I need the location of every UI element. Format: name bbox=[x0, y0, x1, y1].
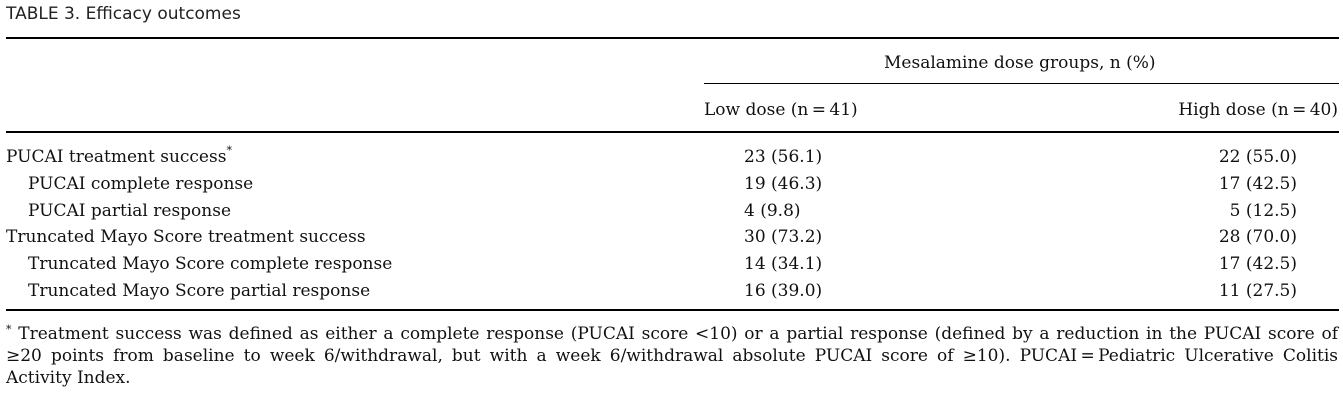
footnote-text: Treatment success was defined as either … bbox=[6, 324, 1338, 388]
table-row: PUCAI treatment success* 23 (56.1) 22 (5… bbox=[0, 144, 1343, 173]
cell-high-dose: 17 (42.5) bbox=[1218, 254, 1297, 274]
cell-low-dose: 4 (9.8) bbox=[744, 201, 801, 221]
table-row: Truncated Mayo Score partial response 16… bbox=[0, 281, 1343, 307]
row-label: Truncated Mayo Score partial response bbox=[28, 281, 371, 301]
footnote-marker: * bbox=[226, 144, 232, 157]
row-label: PUCAI treatment success* bbox=[6, 144, 232, 167]
row-label: Truncated Mayo Score complete response bbox=[28, 254, 393, 274]
cell-low-dose: 16 (39.0) bbox=[744, 281, 823, 301]
cell-high-dose: 11 (27.5) bbox=[1218, 281, 1297, 301]
table-row: Truncated Mayo Score complete response 1… bbox=[0, 254, 1343, 280]
cell-high-dose: 22 (55.0) bbox=[1218, 147, 1297, 167]
column-header-low-dose: Low dose (n = 41) bbox=[704, 100, 858, 120]
row-label: Truncated Mayo Score treatment success bbox=[6, 227, 366, 247]
table-caption: TABLE 3. Efficacy outcomes bbox=[6, 4, 241, 24]
table-bottom-rule bbox=[6, 309, 1339, 311]
footnote-marker: * bbox=[6, 323, 12, 336]
cell-low-dose: 14 (34.1) bbox=[744, 254, 823, 274]
column-header-high-dose: High dose (n = 40) bbox=[1178, 100, 1338, 120]
table-row: PUCAI complete response 19 (46.3) 17 (42… bbox=[0, 174, 1343, 200]
row-label: PUCAI complete response bbox=[28, 174, 254, 194]
row-label: PUCAI partial response bbox=[28, 201, 232, 221]
cell-low-dose: 30 (73.2) bbox=[744, 227, 823, 247]
table-row: Truncated Mayo Score treatment success 3… bbox=[0, 227, 1343, 253]
cell-high-dose: 17 (42.5) bbox=[1218, 174, 1297, 194]
table-row: PUCAI partial response 4 (9.8) 5 (12.5) bbox=[0, 201, 1343, 227]
cell-high-dose: 28 (70.0) bbox=[1218, 227, 1297, 247]
table-footnote: * Treatment success was defined as eithe… bbox=[6, 323, 1338, 389]
column-group-header: Mesalamine dose groups, n (%) bbox=[884, 53, 1156, 73]
group-header-rule bbox=[704, 83, 1339, 84]
top-rule bbox=[6, 37, 1339, 39]
header-bottom-rule bbox=[6, 131, 1339, 133]
cell-high-dose: 5 (12.5) bbox=[1229, 201, 1297, 221]
cell-low-dose: 19 (46.3) bbox=[744, 174, 823, 194]
cell-low-dose: 23 (56.1) bbox=[744, 147, 823, 167]
